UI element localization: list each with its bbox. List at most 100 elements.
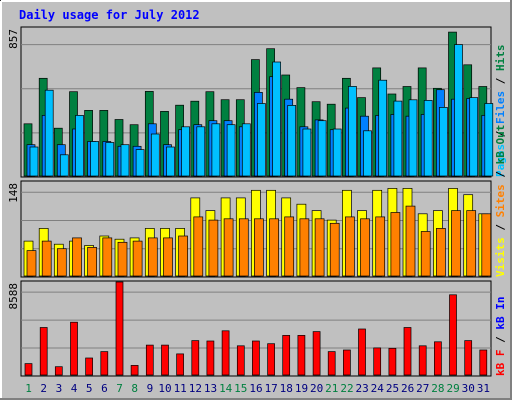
bar-sites-day-20 xyxy=(314,218,325,277)
bar-sites-day-28 xyxy=(436,228,446,277)
x-tick-label-25: 25 xyxy=(386,382,399,395)
bar-sites-day-2 xyxy=(41,240,52,277)
panel-legend: kB F / kB In xyxy=(494,297,507,377)
bar-kb-f-day-9 xyxy=(145,344,154,376)
bar-pages-day-17 xyxy=(272,61,281,177)
x-tick-label-13: 13 xyxy=(204,382,217,395)
bar-pages-day-26 xyxy=(408,99,418,177)
bar-sites-day-21 xyxy=(329,222,340,277)
bar-pages-day-22 xyxy=(348,86,357,177)
chart-title: Daily usage for July 2012 xyxy=(19,8,200,22)
bar-pages-day-21 xyxy=(332,128,342,177)
legend-visits: Visits xyxy=(494,237,507,277)
x-tick-label-23: 23 xyxy=(355,382,368,395)
x-tick-label-26: 26 xyxy=(401,382,414,395)
bar-kb-f-day-16 xyxy=(252,340,260,376)
bar-kb-f-day-6 xyxy=(100,351,109,376)
x-tick-label-24: 24 xyxy=(371,382,385,395)
bar-kb-f-day-23 xyxy=(358,328,366,376)
x-tick-label-10: 10 xyxy=(158,382,171,395)
x-tick-label-8: 8 xyxy=(131,382,138,395)
bar-sites-day-15 xyxy=(238,218,249,277)
x-tick-label-1: 1 xyxy=(25,382,32,395)
bar-kb-f-day-24 xyxy=(373,347,382,376)
bar-pages-day-3 xyxy=(59,154,69,177)
x-tick-label-12: 12 xyxy=(189,382,202,395)
bar-pages-day-24 xyxy=(378,79,388,177)
x-tick-label-2: 2 xyxy=(40,382,47,395)
bar-sites-day-27 xyxy=(420,231,431,277)
y-max-label: 8588 xyxy=(7,283,20,310)
bar-kb-f-day-5 xyxy=(85,357,93,376)
bar-kb-f-day-12 xyxy=(191,340,200,376)
panel-legend: Pages / Files / Hits xyxy=(494,45,507,178)
x-tick-label-4: 4 xyxy=(71,382,78,395)
legend-separator: / xyxy=(494,330,507,350)
bar-pages-day-2 xyxy=(44,89,54,177)
legend-kb-f: kB F xyxy=(494,350,507,377)
legend-sites: Sites xyxy=(494,184,507,217)
bar-pages-day-12 xyxy=(196,126,206,177)
bar-pages-day-7 xyxy=(120,144,130,177)
bar-sites-day-8 xyxy=(132,240,143,277)
bar-pages-day-16 xyxy=(257,103,266,177)
panel-legend: Visits / Sites / kB Out xyxy=(494,125,507,277)
bar-kb-f-day-14 xyxy=(221,330,230,376)
bar-kb-f-day-22 xyxy=(343,349,351,376)
x-tick-label-30: 30 xyxy=(462,382,475,395)
bar-sites-day-12 xyxy=(193,216,204,277)
x-tick-label-5: 5 xyxy=(86,382,93,395)
bar-kb-f-day-17 xyxy=(267,343,275,376)
bar-pages-day-9 xyxy=(150,133,160,177)
panel-2: 148 Visits / Sites / kB Out xyxy=(7,125,507,278)
x-tick-label-31: 31 xyxy=(477,382,490,395)
legend-kb-in: kB In xyxy=(494,297,507,330)
bar-kb-f-day-27 xyxy=(418,345,427,376)
bar-kb-f-day-2 xyxy=(39,327,48,376)
bar-pages-day-25 xyxy=(393,100,403,177)
x-tick-label-28: 28 xyxy=(431,382,444,395)
x-tick-label-18: 18 xyxy=(280,382,293,395)
bar-sites-day-17 xyxy=(269,218,279,277)
bar-sites-day-3 xyxy=(56,248,67,277)
legend-hits: Hits xyxy=(494,45,507,72)
legend-separator: / xyxy=(494,124,507,144)
legend-separator: / xyxy=(494,164,507,184)
x-tick-label-22: 22 xyxy=(340,382,353,395)
y-max-label: 148 xyxy=(7,183,20,203)
bar-kb-f-day-28 xyxy=(434,341,442,376)
x-tick-label-3: 3 xyxy=(56,382,63,395)
legend-kb-out: kB Out xyxy=(494,125,507,165)
legend-pages: Pages xyxy=(494,144,507,177)
x-tick-label-16: 16 xyxy=(249,382,262,395)
x-tick-label-14: 14 xyxy=(219,382,233,395)
bar-sites-day-24 xyxy=(375,216,386,277)
bar-kb-f-day-1 xyxy=(24,363,33,376)
bar-sites-day-19 xyxy=(299,218,310,277)
bar-kb-f-day-10 xyxy=(161,344,169,376)
x-tick-label-17: 17 xyxy=(265,382,278,395)
legend-files: Files xyxy=(494,91,507,124)
bar-pages-day-20 xyxy=(317,120,327,177)
bar-pages-day-19 xyxy=(302,128,312,177)
bar-kb-f-day-30 xyxy=(464,340,473,376)
bar-kb-f-day-4 xyxy=(70,321,78,376)
bar-pages-day-8 xyxy=(135,149,145,177)
bar-sites-day-1 xyxy=(26,250,37,277)
bar-pages-day-1 xyxy=(29,146,39,177)
bar-sites-day-29 xyxy=(451,210,461,277)
x-tick-label-19: 19 xyxy=(295,382,308,395)
x-tick-label-15: 15 xyxy=(234,382,247,395)
bar-sites-day-14 xyxy=(223,218,234,277)
bar-kb-f-day-29 xyxy=(449,294,457,376)
legend-separator: / xyxy=(494,71,507,91)
bar-kb-f-day-31 xyxy=(479,349,488,376)
bar-pages-day-10 xyxy=(166,146,175,177)
bar-kb-f-day-7 xyxy=(115,281,124,376)
panel-1: 857 Pages / Files / Hits xyxy=(7,26,507,178)
x-tick-label-27: 27 xyxy=(416,382,429,395)
bar-sites-day-26 xyxy=(405,205,416,277)
bar-pages-day-13 xyxy=(211,123,221,177)
bar-kb-f-day-13 xyxy=(206,340,215,376)
